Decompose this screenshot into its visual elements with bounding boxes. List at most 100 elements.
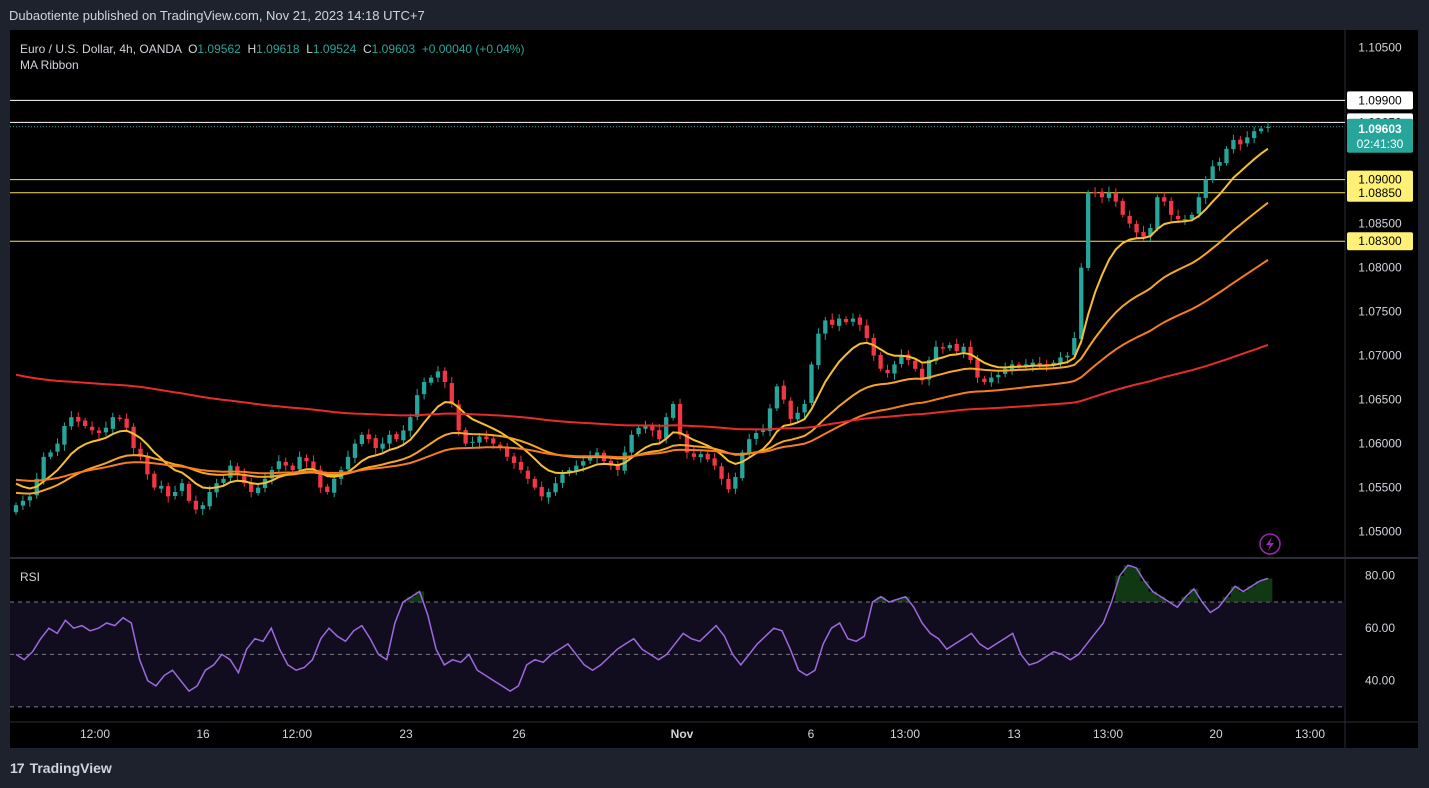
candle-body	[1072, 338, 1077, 355]
rsi-overbought-fill	[407, 565, 1273, 602]
candle-body	[885, 369, 890, 374]
candle-body	[913, 360, 918, 369]
candle-body	[179, 483, 185, 491]
price-axis-tick: 1.07500	[1358, 305, 1402, 319]
time-axis-tick: 26	[512, 727, 526, 741]
high-label: H	[247, 42, 257, 56]
symbol-legend: Euro / U.S. Dollar, 4h, OANDA O1.09562 H…	[20, 40, 524, 58]
candle-body	[989, 377, 994, 383]
candle-body	[954, 343, 959, 352]
candle-body	[871, 338, 876, 356]
candle-body	[899, 355, 904, 365]
candle-body	[650, 426, 655, 431]
tradingview-logo-icon: 17	[10, 760, 25, 776]
candle-body	[1169, 200, 1174, 215]
candle-body	[1189, 214, 1195, 219]
candle-body	[574, 465, 579, 471]
candle-body	[89, 426, 95, 431]
candle-body	[733, 477, 738, 489]
candle-body	[491, 438, 496, 444]
time-axis-tick: 12:00	[282, 727, 312, 741]
candle-body	[511, 456, 517, 463]
candle-body	[304, 457, 309, 462]
tradingview-logo[interactable]: 17 TradingView	[10, 760, 112, 776]
candle-body	[643, 426, 648, 429]
candle-body	[788, 400, 793, 419]
symbol-name[interactable]: Euro / U.S. Dollar, 4h, OANDA	[20, 42, 182, 56]
candle-body	[207, 492, 212, 507]
candle-body	[816, 333, 821, 366]
candle-body	[919, 368, 925, 381]
candle-body	[103, 427, 109, 433]
chart-frame[interactable]: 1.105001.099001.096501.090001.088501.085…	[10, 30, 1418, 748]
candle-body	[1086, 192, 1091, 268]
candle-body	[594, 452, 600, 458]
change-value: +0.00040 (+0.04%)	[421, 42, 525, 56]
candle-body	[449, 383, 454, 404]
candle-body	[477, 436, 482, 443]
candle-body	[940, 347, 946, 349]
candle-body	[657, 430, 662, 440]
candle-body	[1037, 362, 1042, 365]
candle-body	[892, 364, 897, 374]
candle-body	[1175, 215, 1181, 220]
candle-body	[705, 453, 710, 460]
candle-body	[781, 385, 786, 400]
price-axis-tick: 1.08000	[1358, 261, 1402, 275]
price-level-tag	[1347, 232, 1413, 251]
price-axis-tick: 1.08500	[1358, 217, 1402, 231]
candle-body	[1023, 364, 1029, 366]
candle-body	[435, 371, 441, 378]
candle-body	[110, 417, 115, 429]
alert-lightning-icon[interactable]	[1259, 533, 1281, 555]
high-value: 1.09618	[256, 42, 300, 56]
price-level-tag-label: 1.09900	[1358, 93, 1402, 107]
candle-body	[242, 474, 247, 484]
candle-body	[664, 417, 669, 439]
candle-body	[1265, 126, 1271, 128]
candle-body	[1238, 139, 1243, 145]
candle-body	[69, 417, 74, 427]
candle-body	[138, 448, 143, 457]
time-axis-tick: 6	[808, 727, 815, 741]
candle-body	[636, 427, 641, 435]
candle-body	[795, 412, 800, 420]
price-axis-tick: 1.07000	[1358, 349, 1402, 363]
candle-body	[428, 377, 434, 383]
candle-body	[843, 318, 849, 323]
candle-body	[20, 500, 26, 506]
candle-body	[961, 346, 966, 352]
candle-body	[926, 360, 932, 380]
chart-canvas[interactable]: 1.105001.099001.096501.090001.088501.085…	[10, 30, 1418, 748]
candle-body	[518, 461, 524, 470]
tradingview-brand-text: TradingView	[29, 760, 112, 776]
candle-body	[470, 441, 475, 443]
open-value: 1.09562	[197, 42, 241, 56]
candle-body	[677, 404, 683, 435]
candle-body	[698, 454, 703, 458]
ma-ribbon-line-slowest[interactable]	[15, 343, 1269, 431]
candle-body	[836, 318, 842, 326]
price-axis-tick: 1.05000	[1358, 525, 1402, 539]
candle-body	[830, 319, 835, 325]
ma-ribbon-line-fast[interactable]	[15, 147, 1269, 490]
candle-body	[83, 420, 88, 426]
candle-body	[629, 434, 634, 453]
candle-body	[131, 426, 136, 448]
candle-body	[712, 458, 717, 466]
indicator-label-ma-ribbon[interactable]: MA Ribbon	[20, 58, 79, 72]
candle-body	[193, 500, 198, 510]
candle-body	[1065, 355, 1070, 358]
candle-body	[1155, 197, 1160, 229]
ma-ribbon-line-slow[interactable]	[15, 259, 1269, 482]
candle-body	[359, 434, 365, 444]
candle-body	[249, 482, 254, 492]
candle-body	[553, 483, 558, 493]
indicator-label-rsi[interactable]: RSI	[20, 570, 41, 584]
candle-body	[1051, 362, 1056, 366]
open-label: O	[188, 42, 198, 56]
candle-body	[996, 374, 1001, 378]
candle-body	[55, 443, 60, 452]
rsi-line[interactable]	[15, 564, 1269, 693]
candle-body	[864, 325, 869, 338]
